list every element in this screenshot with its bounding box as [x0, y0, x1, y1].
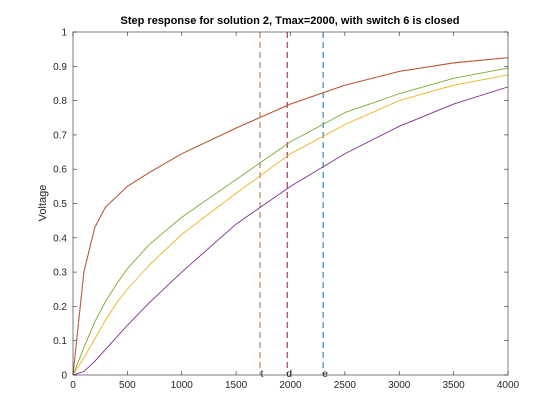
- x-tick-label: 0: [70, 380, 76, 391]
- marker-label-e: e: [322, 369, 328, 380]
- y-tick-label: 0.1: [53, 336, 67, 347]
- x-tick-label: 3000: [388, 380, 411, 391]
- y-axis-label: Voltage: [37, 185, 49, 222]
- y-tick-label: 0.8: [53, 96, 67, 107]
- y-tick-label: 0.5: [53, 199, 67, 210]
- y-tick-label: 0.9: [53, 62, 67, 73]
- y-tick-label: 0.4: [53, 233, 67, 244]
- y-tick-label: 1: [61, 28, 67, 39]
- y-tick-label: 0.2: [53, 302, 67, 313]
- x-tick-label: 1500: [225, 380, 248, 391]
- x-tick-label: 3500: [443, 380, 466, 391]
- y-tick-label: 0.6: [53, 165, 67, 176]
- x-tick-label: 2500: [334, 380, 357, 391]
- x-tick-label: 2000: [279, 380, 302, 391]
- chart-title: Step response for solution 2, Tmax=2000,…: [121, 15, 460, 27]
- plot-area: 0 500 1000 1500 2000 2500 3000 3500 4000 0 0.1 0.2 0…: [53, 28, 519, 392]
- marker-label-t: t: [261, 369, 264, 380]
- y-tick-label: 0.3: [53, 268, 67, 279]
- x-tick-label: 4000: [497, 380, 520, 391]
- marker-label-d: d: [286, 369, 292, 380]
- y-tick-label: 0: [61, 371, 67, 382]
- axes-background: [73, 32, 508, 375]
- x-tick-label: 500: [119, 380, 136, 391]
- x-tick-label: 1000: [171, 380, 194, 391]
- y-tick-label: 0.7: [53, 130, 67, 141]
